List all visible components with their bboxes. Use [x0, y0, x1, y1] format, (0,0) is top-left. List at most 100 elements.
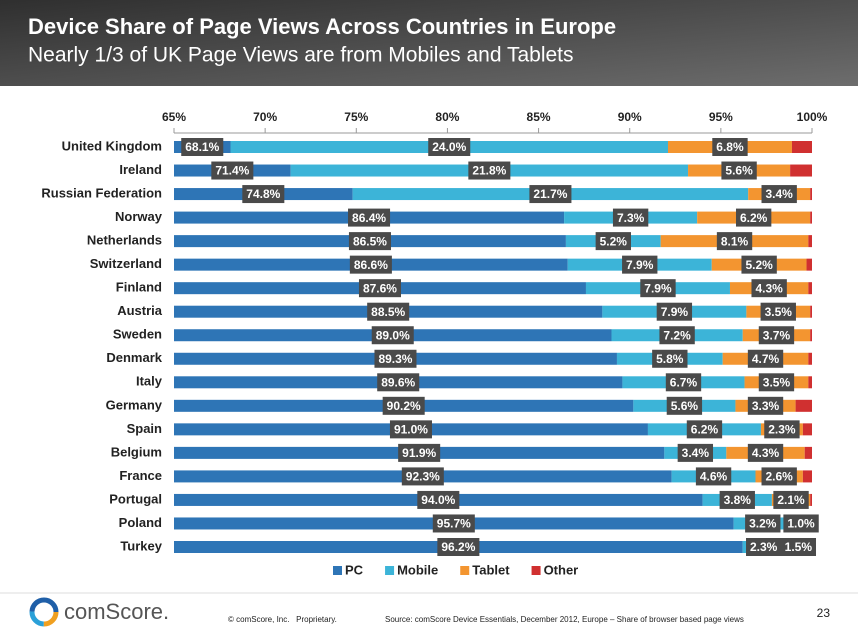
data-label: 87.6%: [363, 281, 397, 295]
data-label: 6.8%: [716, 140, 744, 154]
data-label-box: [761, 185, 797, 204]
data-label: 7.9%: [661, 305, 689, 319]
data-label: 3.5%: [765, 305, 793, 319]
data-label-box: [695, 467, 732, 486]
y-tick-label: Spain: [127, 421, 162, 436]
x-tick-label: 90%: [618, 110, 642, 124]
data-label-box: [677, 443, 714, 462]
data-label: 7.2%: [663, 328, 691, 342]
data-label-box: [758, 373, 795, 392]
y-tick-label: Italy: [136, 374, 163, 389]
data-label: 89.6%: [381, 375, 415, 389]
data-label: 6.2%: [740, 211, 768, 225]
data-label-box: [428, 138, 471, 156]
legend-swatch: [531, 566, 541, 575]
data-label: 3.4%: [682, 446, 710, 460]
logo-ring: [29, 597, 59, 627]
data-label-box: [348, 232, 391, 251]
data-label: 2.1%: [777, 493, 805, 507]
data-label-box: [612, 208, 649, 227]
data-label-box: [367, 302, 410, 321]
x-tick-label: 100%: [797, 110, 828, 124]
data-label: 1.5%: [785, 540, 813, 554]
y-tick-label: Belgium: [111, 444, 162, 459]
legend-label: Other: [544, 562, 579, 577]
data-label-box: [529, 185, 572, 204]
data-label-box: [382, 396, 425, 415]
x-tick-label: 80%: [435, 110, 459, 124]
data-label-box: [659, 326, 695, 345]
data-label-box: [622, 255, 658, 274]
brand: comScore.: [64, 599, 169, 624]
source: Source: comScore Device Essentials, Dece…: [385, 615, 744, 624]
bar-segment: [810, 305, 812, 318]
y-tick-label: Portugal: [109, 491, 162, 506]
data-label-box: [780, 538, 817, 556]
y-tick-label: Sweden: [113, 327, 162, 342]
data-label: 94.0%: [421, 493, 455, 507]
y-tick-label: Norway: [115, 209, 163, 224]
data-label-box: [665, 373, 702, 392]
data-label-box: [751, 279, 787, 298]
data-label-box: [712, 138, 748, 156]
bar-segment: [808, 376, 812, 389]
bar-segment: [810, 188, 812, 201]
data-label: 6.7%: [670, 375, 698, 389]
data-label: 21.8%: [472, 164, 506, 178]
bar-segment: [808, 282, 812, 295]
data-label: 8.1%: [721, 234, 749, 248]
page-number: 23: [817, 606, 831, 620]
data-label-box: [358, 279, 401, 298]
y-tick-label: France: [119, 468, 162, 483]
data-label-box: [764, 420, 800, 439]
data-label: 6.2%: [691, 423, 719, 437]
y-tick-label: Netherlands: [87, 233, 162, 248]
bar-segment: [808, 235, 812, 248]
data-label-box: [656, 302, 693, 321]
data-label: 74.8%: [246, 187, 280, 201]
data-label-box: [745, 514, 781, 533]
bar-segment: [806, 258, 812, 271]
y-tick-label: Switzerland: [90, 256, 162, 271]
data-label-box: [348, 208, 391, 227]
data-label: 3.7%: [763, 328, 791, 342]
data-label: 89.0%: [376, 328, 410, 342]
data-label: 95.7%: [437, 517, 471, 531]
x-tick-label: 65%: [162, 110, 186, 124]
data-label-box: [417, 490, 460, 509]
legend-label: PC: [345, 562, 364, 577]
data-label: 3.4%: [766, 187, 794, 201]
data-label-box: [761, 467, 797, 486]
bar-segment: [802, 470, 812, 483]
data-label-box: [389, 420, 432, 439]
data-label: 86.5%: [353, 234, 387, 248]
data-label: 3.2%: [749, 517, 777, 531]
y-tick-label: Finland: [116, 280, 162, 295]
data-label-box: [741, 255, 777, 274]
bar-segment: [804, 446, 812, 459]
bar-segment: [790, 164, 812, 177]
x-tick-label: 95%: [709, 110, 733, 124]
data-label: 88.5%: [371, 305, 405, 319]
bar-segment: [802, 423, 812, 436]
bar-segment: [791, 141, 812, 153]
data-label-box: [746, 538, 782, 556]
data-label: 4.3%: [755, 281, 783, 295]
legend-swatch: [460, 566, 470, 575]
data-label-box: [432, 514, 475, 533]
data-label-box: [758, 326, 795, 345]
data-label-box: [783, 514, 819, 533]
data-label: 7.9%: [626, 258, 654, 272]
data-label: 5.2%: [745, 258, 773, 272]
x-tick-label: 75%: [344, 110, 368, 124]
data-label: 7.3%: [617, 211, 645, 225]
data-label: 3.5%: [763, 375, 791, 389]
header-band: [0, 0, 858, 86]
legend-label: Mobile: [397, 562, 438, 577]
data-label: 5.8%: [656, 352, 684, 366]
data-label: 2.3%: [768, 423, 796, 437]
data-label: 21.7%: [533, 187, 567, 201]
data-label: 91.9%: [402, 446, 436, 460]
data-label-box: [666, 396, 703, 415]
